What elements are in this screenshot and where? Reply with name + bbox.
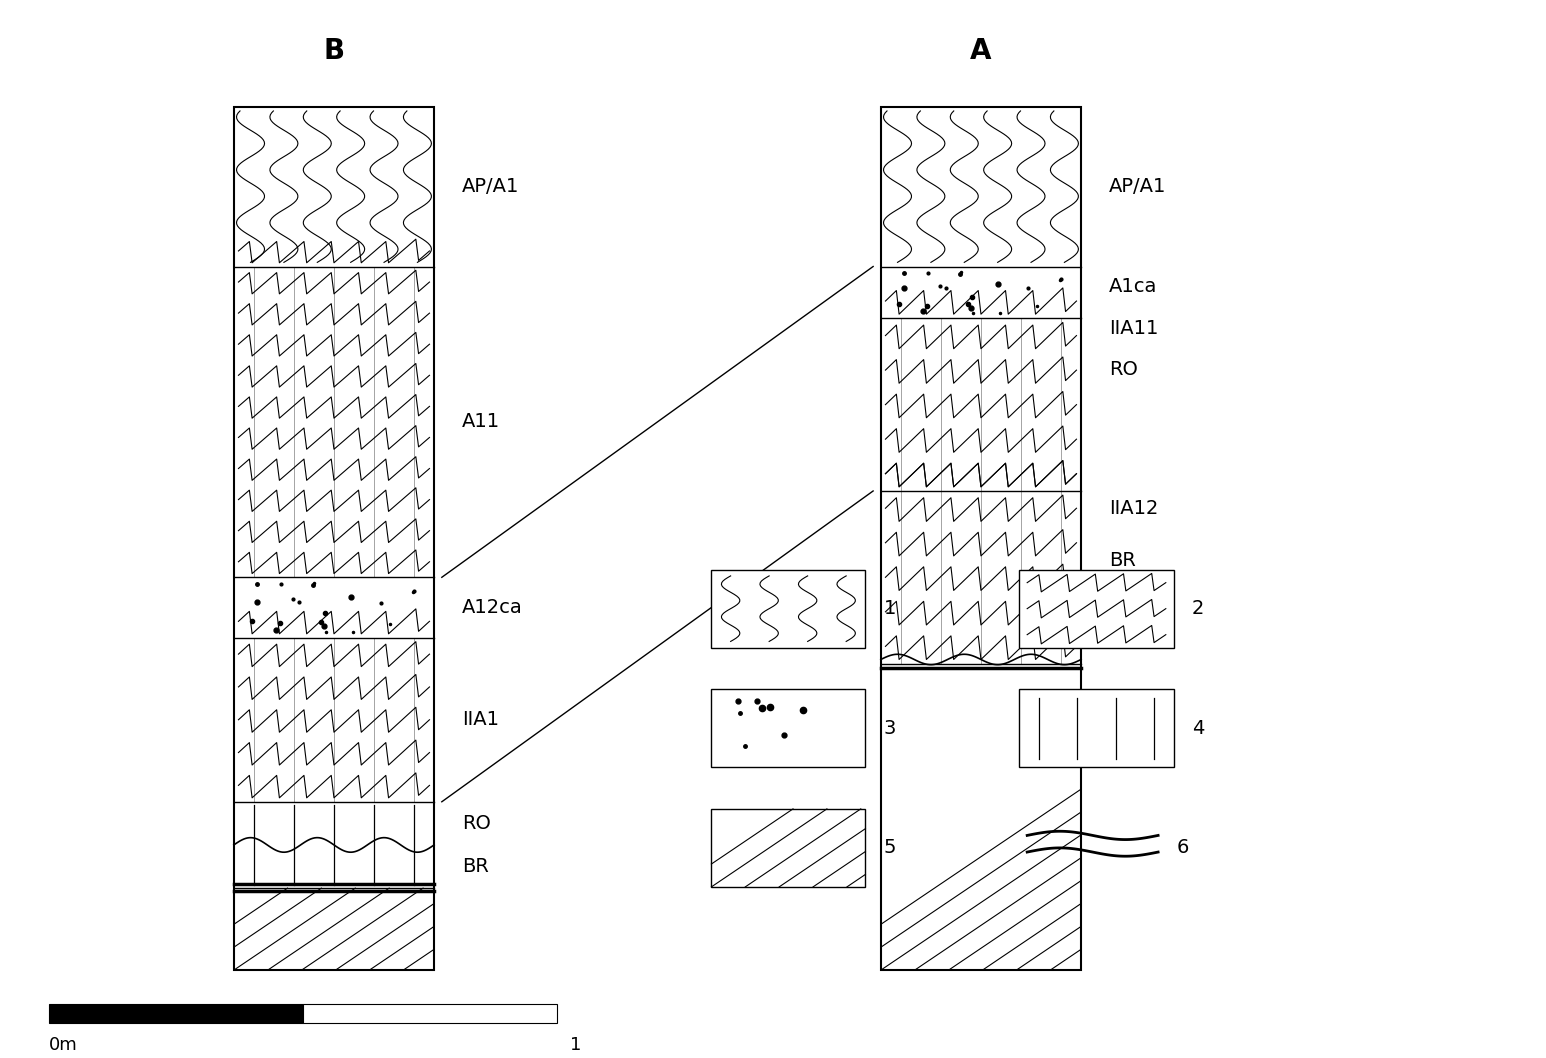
Text: 5: 5 (884, 838, 897, 857)
Bar (711, 689, 866, 767)
Text: RO: RO (1108, 360, 1138, 379)
Bar (1019, 689, 1173, 767)
Text: A: A (971, 37, 991, 66)
Text: RO: RO (462, 814, 490, 833)
Text: BR: BR (462, 857, 489, 876)
Text: 1: 1 (884, 599, 897, 618)
Bar (711, 569, 866, 647)
Text: 0m: 0m (49, 1036, 77, 1054)
Text: 2: 2 (1192, 599, 1204, 618)
Text: A1ca: A1ca (1108, 277, 1158, 296)
Bar (1019, 569, 1173, 647)
Text: IIA12: IIA12 (1108, 498, 1158, 517)
Bar (711, 809, 866, 887)
Text: A11: A11 (462, 413, 499, 432)
Bar (49, 1004, 303, 1023)
Text: 3: 3 (884, 718, 897, 737)
Text: 1: 1 (569, 1036, 581, 1054)
Bar (303, 1004, 558, 1023)
Text: IIA11: IIA11 (1108, 318, 1158, 338)
Bar (881, 107, 1081, 970)
Text: BR: BR (1108, 550, 1136, 569)
Bar (881, 107, 1081, 970)
Text: 6: 6 (1177, 838, 1189, 857)
Bar (233, 107, 434, 970)
Text: AP/A1: AP/A1 (1108, 177, 1166, 196)
Text: AP/A1: AP/A1 (462, 177, 519, 196)
Text: A12ca: A12ca (462, 598, 523, 617)
Bar (233, 107, 434, 970)
Text: B: B (323, 37, 345, 66)
Text: 4: 4 (1192, 718, 1204, 737)
Text: IIA1: IIA1 (462, 710, 499, 729)
